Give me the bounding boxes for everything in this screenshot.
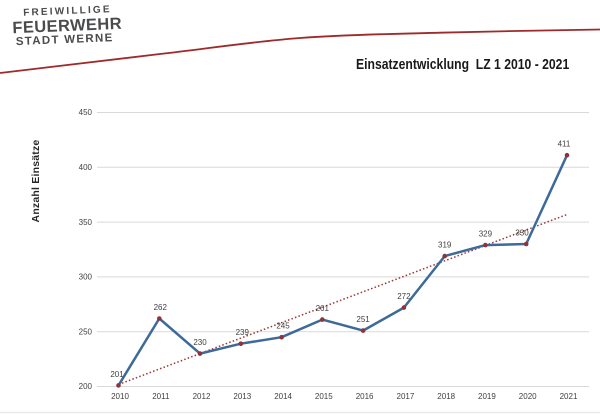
svg-text:350: 350 bbox=[79, 218, 93, 227]
svg-text:2017: 2017 bbox=[397, 392, 415, 401]
svg-text:319: 319 bbox=[438, 241, 452, 250]
svg-text:300: 300 bbox=[79, 273, 93, 282]
svg-text:2021: 2021 bbox=[560, 392, 578, 401]
svg-text:2019: 2019 bbox=[478, 392, 496, 401]
svg-text:450: 450 bbox=[79, 108, 93, 117]
svg-text:400: 400 bbox=[79, 163, 93, 172]
svg-text:239: 239 bbox=[236, 328, 250, 337]
svg-text:2015: 2015 bbox=[315, 392, 333, 401]
svg-text:201: 201 bbox=[110, 370, 124, 379]
svg-text:245: 245 bbox=[276, 322, 290, 331]
svg-text:230: 230 bbox=[193, 338, 207, 347]
svg-text:2012: 2012 bbox=[193, 392, 211, 401]
svg-text:2018: 2018 bbox=[437, 392, 455, 401]
svg-text:330: 330 bbox=[515, 229, 529, 238]
svg-text:2011: 2011 bbox=[152, 392, 170, 401]
svg-text:329: 329 bbox=[479, 230, 493, 239]
svg-text:272: 272 bbox=[397, 292, 411, 301]
svg-text:200: 200 bbox=[79, 382, 93, 391]
svg-text:251: 251 bbox=[356, 315, 370, 324]
svg-text:262: 262 bbox=[154, 303, 168, 312]
svg-text:2013: 2013 bbox=[233, 392, 251, 401]
svg-text:2014: 2014 bbox=[274, 392, 292, 401]
svg-text:2016: 2016 bbox=[356, 392, 374, 401]
svg-text:261: 261 bbox=[316, 304, 330, 313]
svg-text:250: 250 bbox=[79, 327, 93, 336]
svg-text:411: 411 bbox=[558, 140, 571, 149]
svg-text:2010: 2010 bbox=[111, 392, 129, 401]
svg-text:2020: 2020 bbox=[519, 392, 537, 401]
